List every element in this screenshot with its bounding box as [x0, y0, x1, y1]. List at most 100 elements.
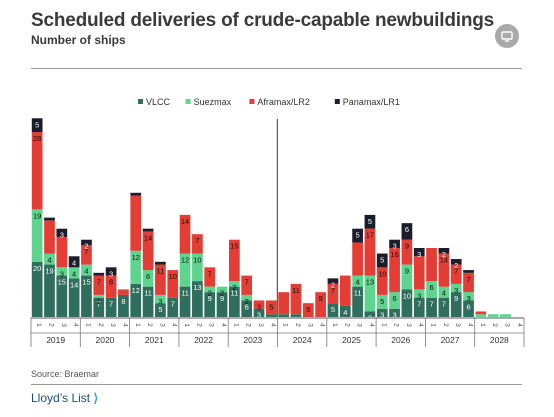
bar-panamaxlr-9: [142, 228, 154, 232]
bar-aframaxlr-17: [241, 275, 253, 295]
data-label-0-30: 10: [403, 291, 411, 300]
data-label-2-23: 9: [319, 294, 323, 303]
bar-aframaxlr-13: [192, 234, 203, 254]
bar-vlcc-15: [216, 292, 228, 317]
data-label-2-0: 28: [33, 134, 41, 143]
data-label-2-22: 5: [306, 305, 310, 314]
data-label-0-31: 7: [417, 300, 421, 309]
bar-vlcc-27: [364, 311, 376, 317]
data-label-0-29: 3: [393, 311, 397, 320]
quarter-tick-label-34: 3: [454, 323, 461, 327]
bar-suezmax-0: [31, 209, 43, 262]
bar-aframaxlr-6: [105, 275, 117, 298]
legend-swatch-2: [249, 99, 255, 104]
quarter-tick-label-12: 1: [183, 323, 190, 327]
brand-logo[interactable]: Lloyd’s List ⟩: [31, 391, 98, 405]
bar-panamaxlr-27: [364, 214, 376, 229]
quarter-tick-label-5: 2: [97, 323, 104, 327]
data-label-0-8: 12: [132, 286, 140, 295]
year-label-2024: 2024: [293, 335, 312, 345]
bar-suezmax-17: [241, 294, 253, 301]
data-label-1-4: 4: [84, 267, 88, 276]
data-label-0-1: 19: [45, 267, 53, 276]
quarter-tick-label-20: 1: [282, 323, 289, 327]
quarter-tick-label-16: 1: [232, 323, 239, 327]
bar-panamaxlr-29: [389, 239, 400, 248]
bar-vlcc-17: [241, 300, 253, 317]
bar-panamaxlr-0: [31, 118, 43, 133]
quarter-tick-label-37: 2: [491, 323, 498, 327]
bar-aframaxlr-20: [278, 292, 290, 315]
bar-vlcc-21: [290, 314, 302, 317]
data-label-3-3: 4: [72, 258, 76, 267]
bar-suezmax-2: [56, 267, 68, 276]
data-label-1-35: 3: [466, 294, 470, 303]
bar-aframaxlr-22: [302, 303, 314, 317]
data-label-2-34: 7: [454, 267, 458, 276]
data-label-2-4: 7: [84, 247, 88, 256]
bar-panamaxlr-3: [68, 256, 80, 268]
data-label-1-34: 3: [454, 286, 458, 295]
data-label-0-6: 7: [109, 300, 113, 309]
bar-vlcc-12: [179, 286, 191, 317]
bar-aframaxlr-10: [155, 264, 166, 295]
bar-suezmax-10: [155, 294, 166, 304]
quarter-tick-label-29: 2: [393, 323, 400, 327]
data-label-2-28: 10: [378, 269, 386, 278]
data-label-2-14: 7: [208, 269, 212, 278]
data-label-2-30: 9: [405, 242, 409, 251]
bar-suezmax-34: [450, 283, 462, 293]
bar-suezmax-3: [68, 267, 80, 279]
bar-panamaxlr-5: [93, 272, 105, 276]
data-label-1-29: 6: [393, 294, 397, 303]
bar-suezmax-4: [81, 264, 92, 276]
data-label-0-17: 6: [245, 302, 249, 311]
bar-aframaxlr-30: [401, 239, 413, 265]
data-label-2-13: 7: [195, 236, 199, 245]
bar-panamaxlr-2: [56, 228, 68, 237]
data-label-1-15: 2: [220, 289, 224, 298]
quarter-tick-label-8: 1: [134, 323, 141, 327]
quarter-tick-label-11: 4: [171, 323, 178, 327]
data-label-3-31: 3: [417, 250, 421, 259]
monitor-icon-button[interactable]: [495, 24, 519, 48]
source-note: Source: Braemar: [31, 369, 100, 379]
bar-suezmax-15: [216, 286, 228, 293]
chart-subtitle: Number of ships: [31, 33, 126, 47]
bar-vlcc-24: [327, 303, 339, 317]
bar-aframaxlr-2: [56, 236, 68, 268]
bar-suezmax-32: [426, 281, 437, 298]
bar-aframaxlr-0: [31, 132, 43, 210]
data-label-3-34: 2: [454, 261, 458, 270]
data-label-0-15: 9: [220, 294, 224, 303]
bar-suezmax-14: [204, 286, 216, 293]
bar-aframaxlr-7: [118, 289, 129, 295]
bar-panamaxlr-33: [438, 248, 450, 254]
bar-aframaxlr-25: [339, 275, 351, 306]
brand-text: Lloyd’s List: [31, 391, 91, 405]
data-label-3-33: 2: [442, 250, 446, 259]
bar-vlcc-10: [155, 303, 166, 317]
data-label-2-29: 16: [390, 250, 398, 259]
data-label-3-27: 5: [368, 217, 372, 226]
data-label-2-33: 14: [440, 256, 448, 265]
quarter-tick-label-0: 1: [35, 323, 42, 327]
quarter-tick-label-2: 3: [60, 323, 67, 327]
quarter-tick-label-4: 1: [84, 323, 91, 327]
data-label-3-2: 3: [60, 231, 64, 240]
data-label-1-8: 12: [132, 253, 140, 262]
bar-aframaxlr-5: [93, 275, 105, 295]
data-label-1-1: 4: [47, 256, 51, 265]
legend-label-2: Aframax/LR2: [257, 97, 310, 107]
bar-aframaxlr-24: [327, 283, 339, 304]
bar-vlcc-29: [389, 308, 400, 317]
bar-panamaxlr-24: [327, 278, 339, 284]
quarter-tick-label-1: 2: [47, 323, 54, 327]
bar-aframaxlr-27: [364, 228, 376, 276]
data-label-1-26: 4: [356, 278, 360, 287]
year-label-2025: 2025: [342, 335, 361, 345]
year-label-2027: 2027: [441, 335, 460, 345]
quarter-tick-label-26: 3: [356, 323, 363, 327]
data-label-2-9: 14: [144, 233, 152, 242]
data-label-2-21: 11: [292, 286, 300, 295]
